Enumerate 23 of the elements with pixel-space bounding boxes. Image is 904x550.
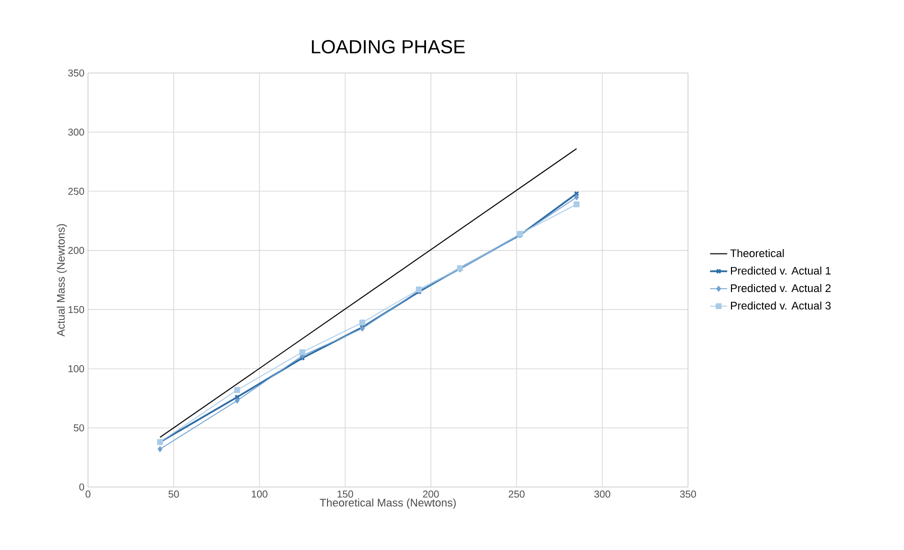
legend-label: Theoretical: [730, 249, 784, 258]
x-tick-label: 300: [594, 490, 610, 498]
x-axis-title: Theoretical Mass (Newtons): [320, 498, 456, 509]
y-tick-label: 350: [68, 69, 84, 77]
y-axis-title: Actual Mass (Newtons): [56, 224, 67, 337]
legend-label: Predicted v. Actual 1: [730, 266, 831, 275]
legend-label: Predicted v. Actual 2: [730, 284, 831, 292]
x-tick-label: 250: [508, 490, 525, 498]
y-tick-label: 150: [68, 306, 84, 314]
x-tick-label: 200: [423, 490, 439, 498]
x-tick-label: 50: [168, 490, 179, 498]
x-tick-label: 150: [338, 490, 354, 498]
x-tick-label: 100: [252, 490, 268, 498]
y-tick-label: 200: [68, 246, 84, 254]
y-tick-label: 300: [68, 128, 84, 136]
y-tick-label: 50: [74, 424, 84, 432]
chart-title: LOADING PHASE: [312, 40, 465, 54]
x-tick-label: 350: [680, 490, 696, 498]
y-tick-label: 0: [79, 483, 84, 491]
y-tick-label: 100: [68, 365, 84, 372]
legend-label: Predicted v. Actual 3: [730, 301, 831, 310]
y-tick-label: 250: [68, 188, 84, 195]
x-tick-label: 0: [86, 490, 90, 498]
